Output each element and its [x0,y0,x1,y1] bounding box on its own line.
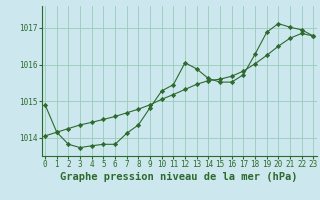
X-axis label: Graphe pression niveau de la mer (hPa): Graphe pression niveau de la mer (hPa) [60,172,298,182]
